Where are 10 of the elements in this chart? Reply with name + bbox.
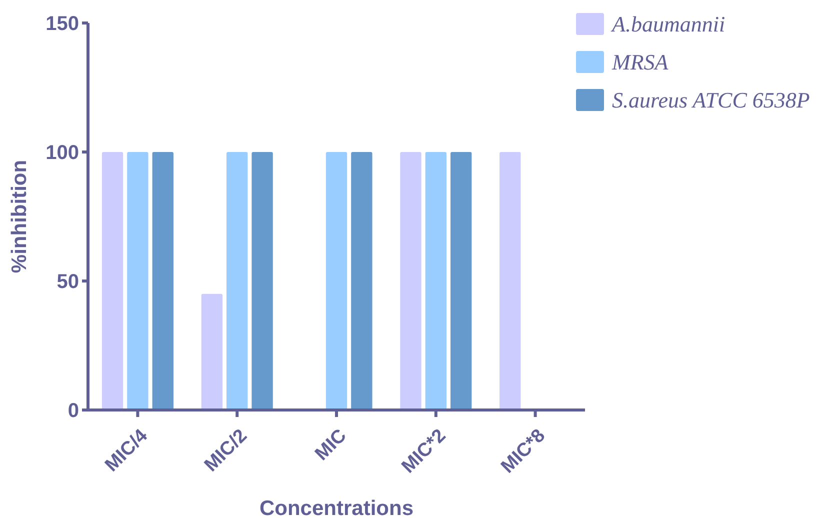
legend-label: S.aureus ATCC 6538P: [612, 88, 810, 113]
legend-label: A.baumannii: [610, 12, 726, 37]
x-tick-label: MIC: [311, 425, 351, 465]
y-axis-title: %inhibition: [8, 160, 31, 274]
y-tick-label: 150: [46, 13, 79, 35]
legend-label: MRSA: [611, 50, 669, 75]
y-tick-label: 50: [56, 271, 79, 293]
y-tick-label: 100: [46, 142, 79, 164]
x-axis-title: Concentrations: [259, 497, 414, 518]
y-tick-label: 0: [68, 400, 79, 422]
